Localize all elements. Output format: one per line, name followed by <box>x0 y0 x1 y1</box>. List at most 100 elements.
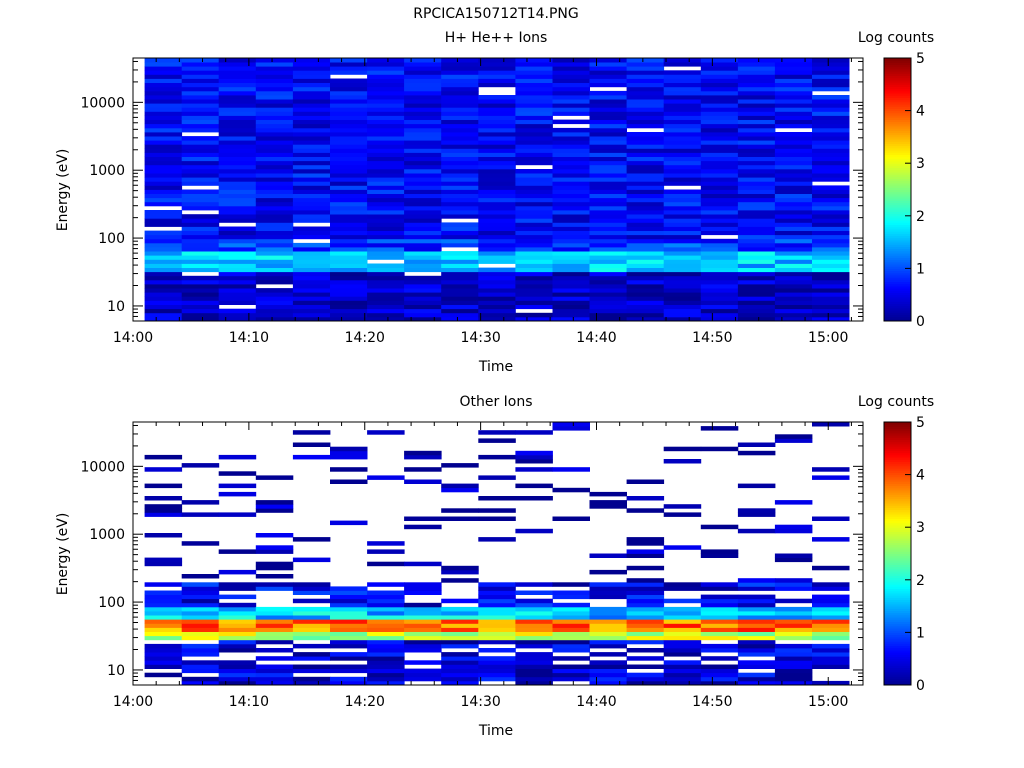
heatmap-cell <box>812 185 850 190</box>
heatmap-cell <box>515 222 553 227</box>
heatmap-cell <box>441 181 479 186</box>
heatmap-cell <box>144 598 183 604</box>
heatmap-cell <box>552 582 590 587</box>
heatmap-cell <box>589 107 627 112</box>
heatmap-cell <box>663 545 702 550</box>
colorbar-swatch <box>884 450 911 454</box>
heatmap-cell <box>552 255 590 260</box>
heatmap-cell <box>737 639 776 645</box>
heatmap-cell <box>663 160 702 166</box>
heatmap-cell <box>552 247 590 252</box>
heatmap-cell <box>552 643 590 649</box>
heatmap-cell <box>774 627 813 632</box>
colorbar-swatch <box>884 158 911 162</box>
heatmap-cell <box>404 70 442 75</box>
heatmap-cell <box>330 181 368 186</box>
heatmap-cell <box>774 271 813 277</box>
heatmap-cell <box>292 275 331 281</box>
heatmap-cell <box>774 107 813 112</box>
heatmap-cell <box>441 623 479 628</box>
heatmap-cell <box>255 123 294 129</box>
heatmap-cell <box>663 668 702 674</box>
heatmap-cell <box>515 590 553 595</box>
heatmap-cell <box>812 615 850 620</box>
heatmap-cell <box>292 205 331 211</box>
heatmap-cell <box>218 127 257 133</box>
heatmap-cell <box>626 247 665 252</box>
heatmap-cell <box>330 218 368 223</box>
panel-h-he-ions: H+ He++ Ions 14:00 14:10 14:20 14:30 14:40 14… <box>55 30 934 375</box>
heatmap-cell <box>478 74 516 79</box>
heatmap-cell <box>441 62 479 67</box>
heatmap-cell <box>330 201 368 207</box>
heatmap-cell <box>626 602 665 608</box>
colorbar-swatch <box>884 226 911 230</box>
colorbar-swatch <box>884 671 911 675</box>
colorbar-swatch <box>884 426 911 430</box>
heatmap-cell <box>144 467 183 472</box>
colorbar-swatch <box>884 525 911 528</box>
heatmap-cell <box>774 78 813 83</box>
heatmap-cell <box>441 201 479 207</box>
heatmap-cell <box>515 483 553 489</box>
colorbar-frame <box>883 57 912 322</box>
heatmap-cell <box>441 82 479 88</box>
colorbar-swatch <box>884 266 911 269</box>
heatmap-cell <box>626 537 665 542</box>
x-tick-label: 14:10 <box>229 694 269 710</box>
heatmap-cell <box>144 82 183 88</box>
heatmap-cell <box>552 119 590 125</box>
heatmap-cell <box>589 210 627 215</box>
heatmap-cell <box>478 205 516 211</box>
colorbar-swatch <box>884 281 911 285</box>
colorbar-swatch <box>884 492 911 495</box>
heatmap-cell <box>589 189 627 194</box>
heatmap-cell <box>218 148 257 153</box>
heatmap-cell <box>812 127 850 133</box>
colorbar-label: Log counts <box>858 30 934 46</box>
heatmap-cell <box>367 623 405 628</box>
heatmap-cell <box>812 664 850 669</box>
heatmap-cell <box>774 660 813 665</box>
heatmap-cell <box>367 652 405 657</box>
heatmap-cell <box>737 483 776 489</box>
heatmap-cell <box>218 316 257 322</box>
heatmap-cell <box>812 66 850 71</box>
heatmap-cell <box>552 487 590 493</box>
colorbar-swatch <box>884 674 911 677</box>
heatmap-cell <box>589 58 627 63</box>
heatmap-cell <box>367 189 405 194</box>
heatmap-cell <box>589 238 627 244</box>
colorbar-swatch <box>884 272 911 276</box>
heatmap-cell <box>515 619 553 624</box>
colorbar-swatch <box>884 538 911 541</box>
heatmap-cell <box>218 242 257 248</box>
heatmap-cell <box>330 226 368 231</box>
heatmap-cell <box>774 623 813 628</box>
colorbar-swatch <box>884 643 911 647</box>
heatmap-cell <box>255 635 294 641</box>
colorbar-swatch <box>884 654 911 658</box>
heatmap-cell <box>812 267 850 273</box>
heatmap-cell <box>218 177 257 182</box>
heatmap-cell <box>255 565 294 571</box>
heatmap-cell <box>367 193 405 199</box>
heatmap-cell <box>663 148 702 153</box>
heatmap-cell <box>367 284 405 289</box>
heatmap-cell <box>367 148 405 153</box>
colorbar-swatch <box>884 623 911 627</box>
heatmap-cell <box>700 210 739 215</box>
heatmap-cell <box>330 169 368 174</box>
heatmap-cell <box>144 267 183 273</box>
heatmap-cell <box>144 300 183 305</box>
heatmap-cell <box>700 627 739 632</box>
colorbar-swatch <box>884 279 911 283</box>
heatmap-cell <box>367 74 405 79</box>
heatmap-cell <box>515 259 553 264</box>
heatmap-cell <box>663 189 702 194</box>
x-axis-label: Time <box>478 723 513 739</box>
heatmap-cell <box>552 66 590 71</box>
heatmap-cell <box>515 218 553 223</box>
heatmap-cell <box>663 169 702 174</box>
heatmap-cell <box>515 631 553 637</box>
